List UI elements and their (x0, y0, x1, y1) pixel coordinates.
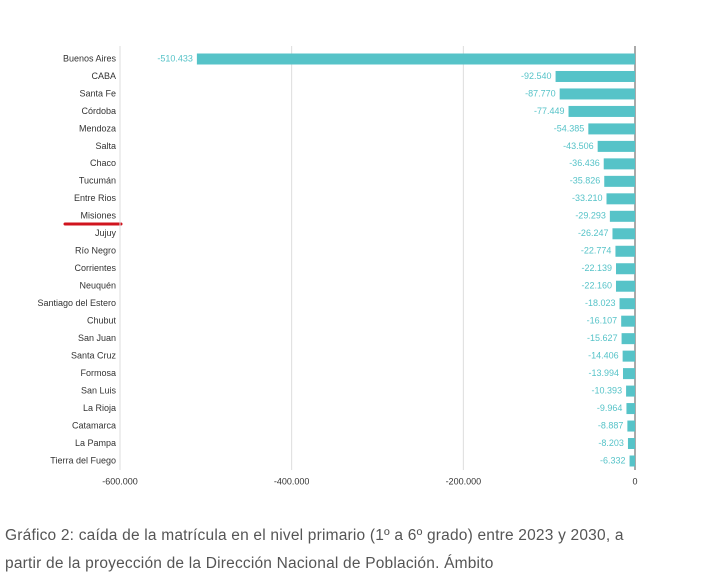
category-label: Santa Cruz (71, 351, 117, 361)
caption: Gráfico 2: caída de la matrícula en el n… (5, 527, 624, 572)
bar (621, 333, 635, 345)
bar (615, 280, 635, 292)
bar (619, 298, 635, 310)
x-tick-label: -400.000 (274, 476, 310, 486)
chart: -600.000 -400.000 -200.000 0 Buenos Aires -51… (37, 46, 638, 486)
category-label: Tucumán (79, 176, 116, 186)
bar (603, 158, 635, 170)
bar (609, 210, 635, 222)
value-label: -510.433 (157, 53, 193, 63)
value-label: -22.160 (581, 281, 612, 291)
bar (626, 403, 635, 415)
category-label: San Juan (78, 333, 116, 343)
value-label: -18.023 (585, 298, 616, 308)
x-tick-label: 0 (632, 476, 637, 486)
value-label: -77.449 (534, 106, 565, 116)
category-label: Río Negro (75, 246, 116, 256)
value-label: -26.247 (578, 228, 609, 238)
category-label: Neuquén (79, 281, 116, 291)
category-label: Tierra del Fuego (50, 455, 116, 465)
value-label: -35.826 (570, 176, 601, 186)
category-label: Entre Rios (74, 193, 117, 203)
category-label: Santa Fe (79, 88, 116, 98)
category-label: Mendoza (79, 123, 116, 133)
value-label: -87.770 (525, 88, 556, 98)
category-label: La Pampa (75, 438, 116, 448)
value-label: -36.436 (569, 158, 600, 168)
value-label: -43.506 (563, 141, 594, 151)
value-label: -13.994 (588, 368, 619, 378)
category-label: Chubut (87, 316, 117, 326)
category-label: Chaco (90, 158, 116, 168)
category-label: CABA (91, 71, 116, 81)
value-label: -8.887 (598, 420, 624, 430)
category-label: Corrientes (74, 263, 116, 273)
value-label: -33.210 (572, 193, 603, 203)
bar (615, 245, 635, 257)
category-label: Santiago del Estero (37, 298, 116, 308)
x-tick-label: -200.000 (446, 476, 482, 486)
value-label: -9.964 (597, 403, 623, 413)
x-tick-label: -600.000 (102, 476, 138, 486)
value-label: -92.540 (521, 71, 552, 81)
value-label: -8.203 (598, 438, 624, 448)
bar (612, 228, 635, 240)
bar (627, 420, 635, 432)
category-label: Jujuy (95, 228, 117, 238)
bar (629, 455, 635, 467)
value-label: -22.774 (581, 246, 612, 256)
value-label: -22.139 (581, 263, 612, 273)
bar (626, 385, 635, 397)
category-label: San Luis (81, 385, 117, 395)
bar (588, 123, 635, 135)
value-label: -29.293 (575, 211, 606, 221)
bar (555, 70, 635, 82)
category-label: Formosa (80, 368, 116, 378)
value-label: -15.627 (587, 333, 618, 343)
category-label: Córdoba (81, 106, 116, 116)
bar (615, 263, 635, 275)
category-label: Buenos Aires (63, 53, 117, 63)
bar (622, 368, 635, 380)
value-label: -14.406 (588, 351, 619, 361)
value-label: -16.107 (587, 316, 618, 326)
bar (606, 193, 635, 205)
bar (597, 140, 635, 152)
value-label: -10.393 (592, 385, 623, 395)
category-label: Catamarca (72, 420, 116, 430)
category-label: Misiones (80, 211, 116, 221)
category-label: Salta (95, 141, 116, 151)
value-label: -6.332 (600, 455, 626, 465)
bar (622, 350, 635, 362)
value-label: -54.385 (554, 123, 585, 133)
bar (604, 175, 635, 187)
bar (559, 88, 635, 100)
bar (621, 315, 635, 327)
bar (196, 53, 635, 65)
category-label: La Rioja (83, 403, 116, 413)
bar (568, 105, 635, 117)
bar (627, 438, 635, 450)
